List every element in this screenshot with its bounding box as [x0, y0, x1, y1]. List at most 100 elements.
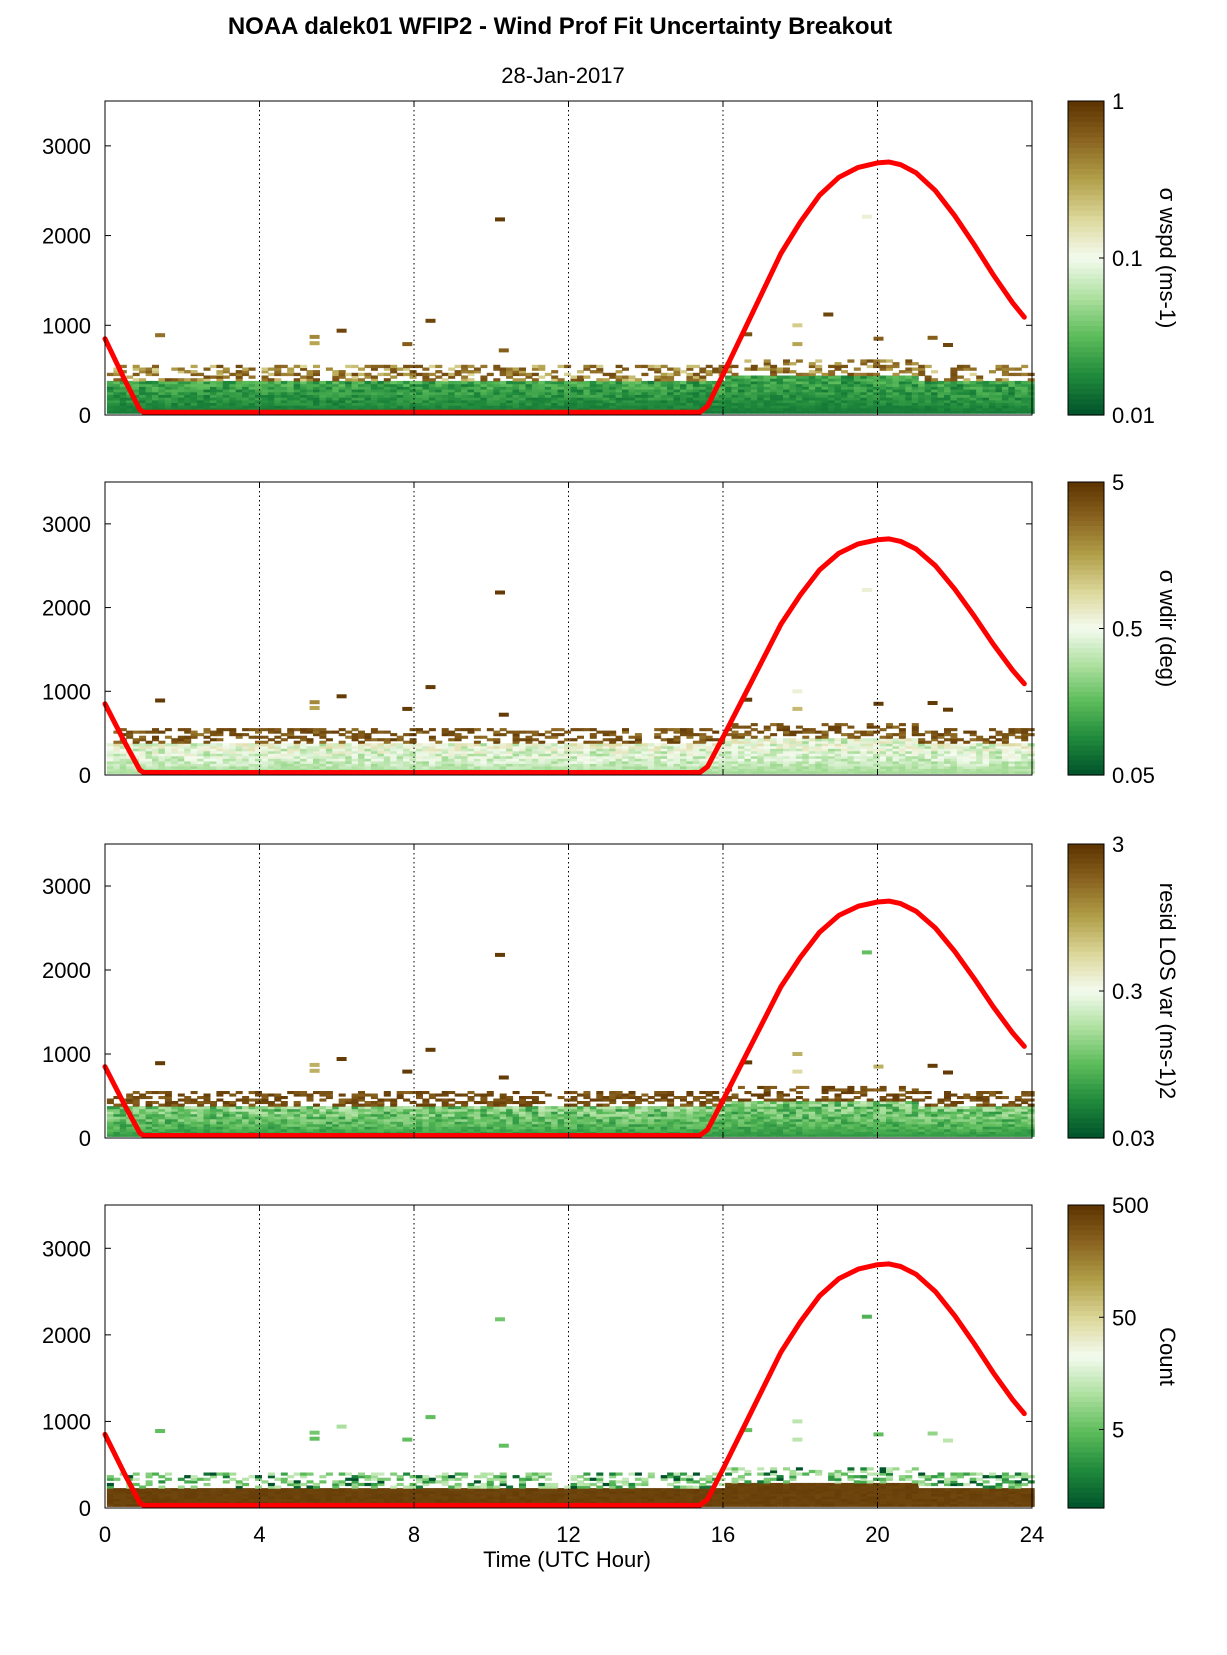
- heatmap-cell: [815, 753, 823, 757]
- heatmap-cell: [190, 730, 198, 734]
- heatmap-cell: [152, 728, 159, 732]
- heatmap-cell: [628, 407, 636, 412]
- heatmap-cell: [242, 1118, 250, 1122]
- heatmap-cell: [287, 755, 295, 759]
- heatmap-cell: [557, 745, 565, 749]
- heatmap-cell: [956, 758, 964, 762]
- heatmap-cell: [132, 768, 140, 772]
- heatmap-cell: [686, 763, 694, 767]
- heatmap-cell: [255, 1121, 262, 1125]
- heatmap-cell: [261, 750, 269, 754]
- heatmap-cell: [383, 383, 391, 387]
- heatmap-cell: [860, 733, 868, 737]
- heatmap-cell: [164, 397, 172, 401]
- heatmap-cell: [866, 372, 874, 377]
- heatmap-cell: [583, 386, 591, 390]
- heatmap-cell: [480, 405, 488, 409]
- heatmap-cell: [577, 370, 584, 374]
- heatmap-cell: [770, 389, 778, 393]
- heatmap-cell: [783, 750, 790, 754]
- colorbar-segment: [1068, 521, 1104, 527]
- heatmap-cell: [210, 743, 217, 747]
- heatmap-cell: [795, 372, 803, 377]
- heatmap-cell: [538, 402, 546, 406]
- heatmap-outlier: [425, 318, 436, 323]
- heatmap-cell: [686, 389, 694, 393]
- heatmap-cell: [216, 407, 224, 412]
- heatmap-cell: [937, 405, 945, 409]
- heatmap-cell: [345, 763, 353, 767]
- heatmap-cell: [119, 745, 127, 749]
- heatmap-cell: [164, 758, 172, 762]
- colorbar-segment: [1068, 137, 1104, 144]
- heatmap-cell: [332, 748, 340, 752]
- heatmap-cell: [641, 364, 649, 369]
- heatmap-cell: [815, 402, 823, 406]
- heatmap-cell: [242, 372, 250, 377]
- heatmap-cell: [557, 750, 565, 754]
- heatmap-cell: [506, 367, 514, 371]
- heatmap-cell: [177, 405, 185, 409]
- heatmap-cell: [873, 770, 881, 774]
- heatmap-cell: [1001, 743, 1009, 747]
- heatmap-cell: [435, 364, 443, 369]
- heatmap-cell: [551, 765, 559, 769]
- heatmap-cell: [789, 386, 797, 390]
- heatmap-cell: [416, 372, 423, 377]
- heatmap-cell: [776, 367, 784, 371]
- heatmap-cell: [216, 405, 224, 409]
- colorbar-segment: [1068, 299, 1104, 306]
- heatmap-cell: [525, 735, 533, 739]
- heatmap-cell: [177, 755, 185, 759]
- heatmap-cell: [725, 399, 733, 403]
- heatmap-cell: [770, 386, 778, 390]
- heatmap-cell: [757, 770, 765, 774]
- heatmap-cell: [428, 728, 436, 732]
- heatmap-cell: [306, 405, 314, 409]
- heatmap-cell: [731, 394, 739, 398]
- heatmap-cell: [744, 755, 752, 759]
- heatmap-cell: [911, 765, 919, 769]
- heatmap-cell: [544, 735, 552, 739]
- heatmap-cell: [828, 378, 836, 382]
- heatmap-cell: [898, 394, 906, 398]
- heatmap-cell: [847, 765, 855, 769]
- heatmap-cell: [177, 394, 185, 398]
- heatmap-cell: [802, 375, 810, 379]
- heatmap-cell: [963, 391, 971, 395]
- heatmap-cell: [680, 380, 687, 385]
- heatmap-cell: [190, 750, 198, 754]
- heatmap-cell: [364, 745, 372, 749]
- heatmap-cell: [197, 378, 205, 382]
- heatmap-cell: [229, 1126, 237, 1130]
- heatmap-cell: [261, 763, 269, 767]
- heatmap-cell: [956, 753, 964, 757]
- heatmap-cell: [499, 728, 507, 732]
- heatmap-cell: [950, 728, 958, 732]
- heatmap-cell: [377, 730, 385, 734]
- heatmap-cell: [280, 405, 288, 409]
- heatmap-cell: [699, 745, 707, 749]
- heatmap-cell: [699, 383, 707, 387]
- heatmap-cell: [274, 407, 282, 412]
- heatmap-cell: [287, 735, 295, 739]
- heatmap-cell: [403, 760, 411, 764]
- heatmap-cell: [976, 768, 984, 772]
- heatmap-cell: [982, 758, 990, 762]
- heatmap-cell: [313, 402, 320, 406]
- heatmap-cell: [113, 410, 121, 414]
- heatmap-cell: [737, 407, 745, 412]
- heatmap-cell: [1014, 391, 1022, 395]
- heatmap-cell: [106, 1111, 114, 1115]
- heatmap-cell: [416, 386, 423, 390]
- heatmap-cell: [435, 383, 443, 387]
- heatmap-cell: [789, 389, 797, 393]
- colorbar-wdir-uncertainty: 0.050.55σ wdir (deg): [1067, 470, 1180, 788]
- heatmap-cell: [821, 758, 829, 762]
- heatmap-cell: [783, 748, 790, 752]
- heatmap-cell: [287, 745, 295, 749]
- heatmap-cell: [422, 755, 430, 759]
- heatmap-cell: [557, 389, 565, 393]
- heatmap-cell: [422, 748, 430, 752]
- heatmap-cell: [428, 750, 436, 754]
